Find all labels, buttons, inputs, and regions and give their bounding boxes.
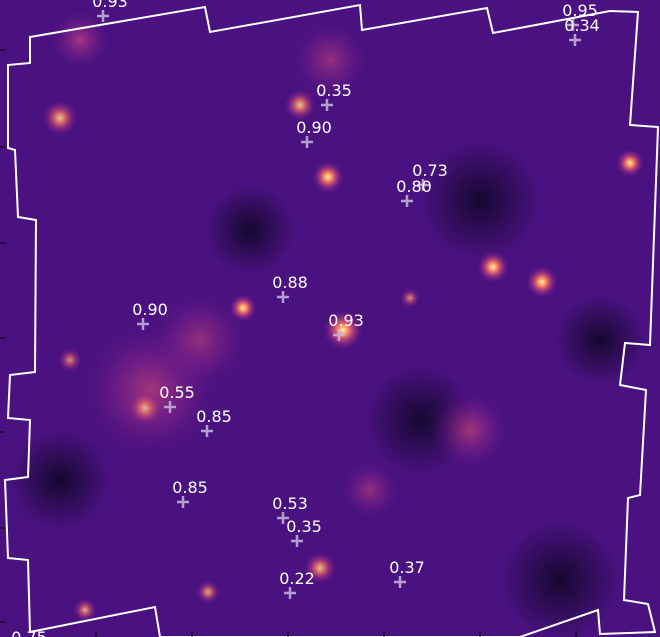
marker-label: 0.53	[272, 494, 308, 513]
marker-cross	[284, 587, 296, 599]
footprint-outline	[3, 3, 660, 637]
marker-label: 0.80	[396, 177, 432, 196]
marker-label: 0.34	[564, 16, 600, 35]
marker-cross	[177, 496, 189, 508]
axis-ticks	[0, 49, 577, 637]
marker-cross	[401, 195, 413, 207]
marker-cross	[333, 329, 345, 341]
marker-cross	[301, 136, 313, 148]
marker-label: 0.85	[196, 407, 232, 426]
marker-cross	[277, 291, 289, 303]
marker-cross	[394, 576, 406, 588]
markers: 0.93 0.950.34 0.35 0.90 0.730.80 0.88 0.93 0.90…	[11, 0, 600, 637]
marker-cross	[164, 401, 176, 413]
marker-cross	[201, 425, 213, 437]
marker-cross	[567, 19, 579, 31]
marker-label: 0.35	[286, 517, 322, 536]
texture	[10, 10, 645, 637]
marker-label: 0.90	[296, 118, 332, 137]
marker-cross	[277, 512, 289, 524]
marker-label: 0.75	[11, 628, 47, 637]
marker-label: 0.95	[562, 1, 598, 20]
marker-cross	[137, 318, 149, 330]
marker-label: 0.55	[159, 383, 195, 402]
marker-label: 0.93	[92, 0, 128, 11]
marker-label: 0.85	[172, 478, 208, 497]
marker-label: 0.73	[412, 161, 448, 180]
marker-cross	[321, 99, 333, 111]
marker-label: 0.37	[389, 558, 425, 577]
marker-label: 0.90	[132, 300, 168, 319]
marker-cross	[569, 34, 581, 46]
marker-label: 0.88	[272, 273, 308, 292]
marker-cross	[417, 179, 429, 191]
marker-label: 0.93	[328, 311, 364, 330]
marker-label: 0.22	[279, 569, 315, 588]
marker-cross	[97, 10, 109, 22]
marker-label: 0.35	[316, 81, 352, 100]
marker-cross	[291, 535, 303, 547]
